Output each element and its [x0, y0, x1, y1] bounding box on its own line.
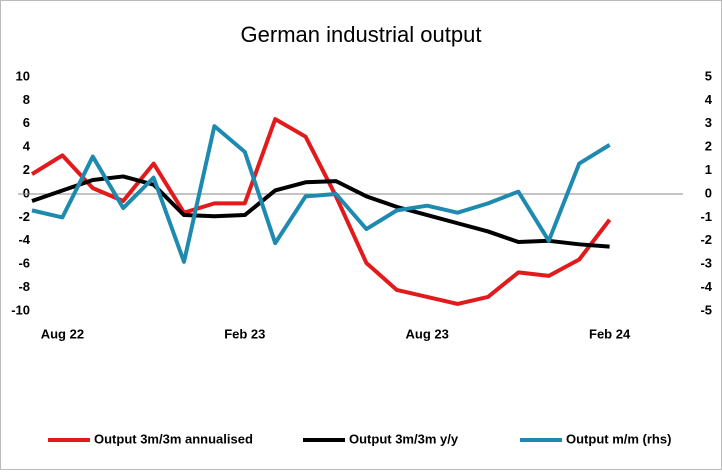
- x-tick-label: Aug 22: [41, 326, 84, 341]
- y2-tick-label: 4: [705, 92, 713, 107]
- y-tick-label: 2: [23, 162, 30, 177]
- y-tick-label: -10: [11, 302, 30, 317]
- y2-tick-label: -5: [700, 302, 712, 317]
- legend-label: Output m/m (rhs): [566, 431, 671, 446]
- y2-tick-label: 0: [705, 185, 712, 200]
- series-line: [31, 124, 611, 264]
- y2-tick-label: -3: [700, 256, 712, 271]
- y-tick-label: 0: [23, 185, 30, 200]
- y-tick-label: 4: [23, 139, 31, 154]
- series-line: [30, 117, 612, 306]
- y2-tick-label: -4: [700, 279, 712, 294]
- y-tick-label: -4: [18, 232, 30, 247]
- x-tick-label: Aug 23: [406, 326, 449, 341]
- y-tick-label: 10: [16, 68, 30, 83]
- y2-tick-label: 3: [705, 115, 712, 130]
- y2-tick-label: 1: [705, 162, 712, 177]
- legend-label: Output 3m/3m annualised: [94, 431, 253, 446]
- y-tick-label: -6: [18, 256, 30, 271]
- y-tick-label: -2: [18, 209, 30, 224]
- y2-tick-label: 5: [705, 68, 712, 83]
- y-tick-label: -8: [18, 279, 30, 294]
- y2-tick-label: -1: [700, 209, 712, 224]
- x-tick-label: Feb 24: [589, 326, 631, 341]
- chart-title: German industrial output: [241, 22, 482, 47]
- y2-tick-label: 2: [705, 139, 712, 154]
- series-line: [31, 174, 610, 249]
- y-tick-label: 8: [23, 92, 30, 107]
- legend-label: Output 3m/3m y/y: [349, 431, 459, 446]
- y2-tick-label: -2: [700, 232, 712, 247]
- x-tick-label: Feb 23: [224, 326, 265, 341]
- y-tick-label: 6: [23, 115, 30, 130]
